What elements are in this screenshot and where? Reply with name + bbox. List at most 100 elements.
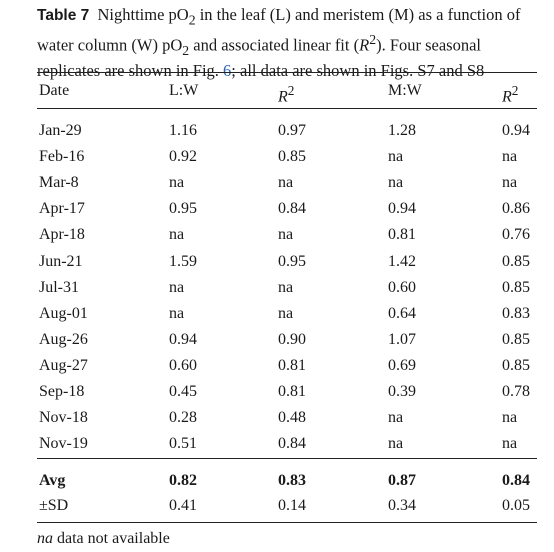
footnote-text: data not available [53, 530, 170, 547]
cell-date: Mar-8 [39, 174, 79, 191]
caption-text-2: in the leaf (L) and meristem (M) as a fu… [37, 5, 521, 55]
cell-r2-meristem: na [502, 148, 518, 165]
cell-mw: na [388, 174, 404, 191]
cell-lw: na [169, 305, 185, 322]
table-caption: Table 7 Nighttime pO2 in the leaf (L) an… [37, 5, 537, 81]
cell-mw: na [388, 409, 404, 426]
cell-date: Jul-31 [39, 279, 79, 296]
sd-mw: 0.34 [388, 497, 416, 514]
cell-lw: 0.51 [169, 435, 197, 452]
cell-r2-meristem: na [502, 435, 518, 452]
header-r2-meristem: R2 [502, 83, 519, 106]
caption-text-5: ; all data are shown in Figs. S7 and S8 [231, 61, 485, 81]
bottom-rule [37, 522, 537, 523]
cell-lw: 0.28 [169, 409, 197, 426]
cell-lw: 0.95 [169, 200, 197, 217]
cell-r2-leaf: na [278, 174, 294, 191]
cell-mw: 0.69 [388, 357, 416, 374]
cell-r2-leaf: 0.85 [278, 148, 306, 165]
header-mw: M:W [388, 82, 422, 99]
cell-r2-meristem: 0.85 [502, 253, 530, 270]
cell-date: Nov-18 [39, 409, 88, 426]
cell-r2-meristem: 0.85 [502, 331, 530, 348]
avg-r2-meristem: 0.84 [502, 472, 530, 489]
table-label: Table 7 [37, 7, 90, 24]
header-rule [37, 108, 537, 109]
top-rule [37, 72, 537, 73]
cell-r2-meristem: 0.76 [502, 226, 530, 243]
cell-lw: 0.45 [169, 383, 197, 400]
cell-r2-meristem: 0.83 [502, 305, 530, 322]
cell-r2-leaf: na [278, 279, 294, 296]
cell-mw: 0.39 [388, 383, 416, 400]
cell-r2-meristem: 0.78 [502, 383, 530, 400]
header-date: Date [39, 82, 70, 99]
header-lw: L:W [169, 82, 199, 99]
cell-mw: 1.07 [388, 331, 416, 348]
cell-mw: na [388, 148, 404, 165]
cell-r2-leaf: na [278, 226, 294, 243]
cell-mw: 1.28 [388, 122, 416, 139]
cell-r2-leaf: na [278, 305, 294, 322]
cell-r2-meristem: 0.85 [502, 279, 530, 296]
cell-lw: na [169, 226, 185, 243]
caption-subscript-1: 2 [188, 12, 196, 28]
sd-r2-meristem: 0.05 [502, 497, 530, 514]
header-r2-leaf: R2 [278, 83, 295, 106]
cell-lw: 0.60 [169, 357, 197, 374]
avg-label: Avg [39, 472, 66, 489]
cell-r2-meristem: na [502, 409, 518, 426]
cell-date: Feb-16 [39, 148, 85, 165]
cell-date: Nov-19 [39, 435, 88, 452]
cell-mw: 0.60 [388, 279, 416, 296]
cell-mw: 0.81 [388, 226, 416, 243]
caption-text-1: Nighttime pO [97, 5, 189, 24]
cell-date: Jun-21 [39, 253, 83, 270]
cell-lw: 0.92 [169, 148, 197, 165]
footnote-term: na [37, 530, 53, 547]
cell-r2-leaf: 0.48 [278, 409, 306, 426]
cell-lw: 1.16 [169, 122, 197, 139]
avg-mw: 0.87 [388, 472, 416, 489]
cell-date: Sep-18 [39, 383, 85, 400]
cell-date: Aug-27 [39, 357, 88, 374]
caption-text-3: and associated linear fit ( [189, 35, 360, 55]
cell-lw: na [169, 174, 185, 191]
cell-date: Aug-26 [39, 331, 88, 348]
cell-r2-meristem: 0.86 [502, 200, 530, 217]
cell-lw: na [169, 279, 185, 296]
sd-lw: 0.41 [169, 497, 197, 514]
cell-r2-meristem: 0.85 [502, 357, 530, 374]
cell-r2-leaf: 0.84 [278, 200, 306, 217]
caption-r-symbol: R [359, 35, 370, 55]
caption-superscript: 2 [369, 32, 377, 48]
cell-date: Jan-29 [39, 122, 82, 139]
cell-r2-meristem: na [502, 174, 518, 191]
cell-mw: 1.42 [388, 253, 416, 270]
cell-r2-meristem: 0.94 [502, 122, 530, 139]
table-footnote: na data not available [37, 530, 170, 548]
sd-label: ±SD [39, 497, 69, 514]
cell-r2-leaf: 0.95 [278, 253, 306, 270]
avg-r2-leaf: 0.83 [278, 472, 306, 489]
cell-mw: 0.64 [388, 305, 416, 322]
caption-subscript-2: 2 [182, 43, 190, 59]
cell-r2-leaf: 0.90 [278, 331, 306, 348]
cell-date: Apr-18 [39, 226, 85, 243]
cell-date: Apr-17 [39, 200, 85, 217]
cell-r2-leaf: 0.84 [278, 435, 306, 452]
avg-lw: 0.82 [169, 472, 197, 489]
cell-mw: 0.94 [388, 200, 416, 217]
summary-rule [37, 458, 537, 459]
cell-mw: na [388, 435, 404, 452]
cell-r2-leaf: 0.97 [278, 122, 306, 139]
cell-lw: 0.94 [169, 331, 197, 348]
cell-lw: 1.59 [169, 253, 197, 270]
figure-link[interactable]: 6 [223, 61, 232, 81]
caption-text-4: ). Four seasonal replicates are shown in… [37, 35, 482, 81]
sd-r2-leaf: 0.14 [278, 497, 306, 514]
cell-date: Aug-01 [39, 305, 88, 322]
cell-r2-leaf: 0.81 [278, 383, 306, 400]
cell-r2-leaf: 0.81 [278, 357, 306, 374]
